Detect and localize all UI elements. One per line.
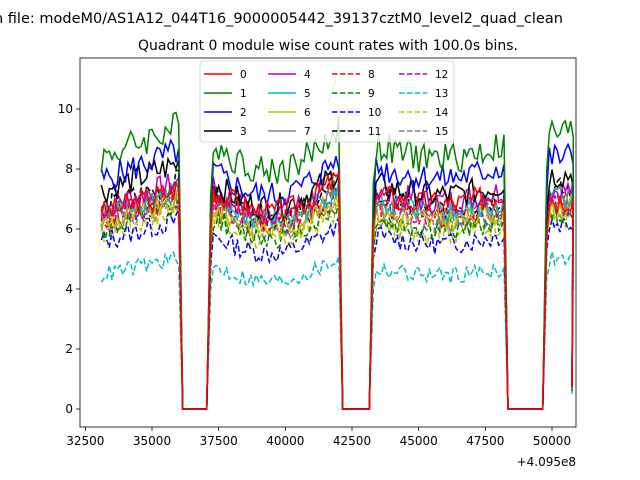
legend-label-11: 11 xyxy=(368,126,381,138)
legend-label-5: 5 xyxy=(304,88,311,100)
x-tick-label: 50000 xyxy=(533,434,571,448)
legend-label-14: 14 xyxy=(435,107,449,119)
series-line-6 xyxy=(100,188,575,410)
y-tick-label: 0 xyxy=(65,402,73,416)
legend-label-4: 4 xyxy=(304,69,311,81)
series-line-13 xyxy=(100,250,575,410)
axes-ticks: 32500 35000 37500 40000 42500 45000 47500 50000… xyxy=(58,102,571,448)
series-line-8 xyxy=(100,186,575,410)
y-tick-label: 2 xyxy=(65,342,73,356)
legend-label-0: 0 xyxy=(240,69,247,81)
y-tick-label: 10 xyxy=(58,102,73,116)
x-tick-label: 42500 xyxy=(333,434,371,448)
series-lines xyxy=(100,78,575,410)
series-line-2 xyxy=(100,138,575,410)
chart-title: Quadrant 0 module wise count rates with … xyxy=(138,38,518,54)
legend-label-2: 2 xyxy=(240,107,247,119)
legend-frame xyxy=(199,60,455,143)
legend-label-7: 7 xyxy=(304,126,311,138)
series-line-0 xyxy=(100,171,575,410)
x-tick-label: 40000 xyxy=(266,434,304,448)
x-tick-label: 32500 xyxy=(66,434,104,448)
figure-suptitle: n file: modeM0/AS1A12_044T16_9000005442_… xyxy=(0,11,563,27)
legend-label-9: 9 xyxy=(368,88,375,100)
y-tick-label: 4 xyxy=(65,282,73,296)
x-axis-offset-label: +4.095e8 xyxy=(517,455,576,469)
x-tick-label: 37500 xyxy=(200,434,238,448)
series-line-3 xyxy=(100,156,575,410)
series-line-4 xyxy=(100,173,575,410)
series-line-1 xyxy=(100,111,575,410)
legend-label-13: 13 xyxy=(435,88,448,100)
legend-label-12: 12 xyxy=(435,69,448,81)
y-tick-label: 8 xyxy=(65,162,73,176)
legend-label-1: 1 xyxy=(240,88,247,100)
x-tick-label: 47500 xyxy=(466,434,504,448)
y-tick-label: 6 xyxy=(65,222,73,236)
legend-label-6: 6 xyxy=(304,107,311,119)
plot-area-frame xyxy=(79,57,577,428)
legend-label-8: 8 xyxy=(368,69,375,81)
legend-label-15: 15 xyxy=(435,126,448,138)
legend-label-3: 3 xyxy=(240,126,247,138)
x-tick-label: 35000 xyxy=(133,434,171,448)
series-line-10 xyxy=(100,208,575,410)
x-tick-label: 45000 xyxy=(400,434,438,448)
series-line-14 xyxy=(100,199,575,410)
legend-label-10: 10 xyxy=(368,107,381,119)
